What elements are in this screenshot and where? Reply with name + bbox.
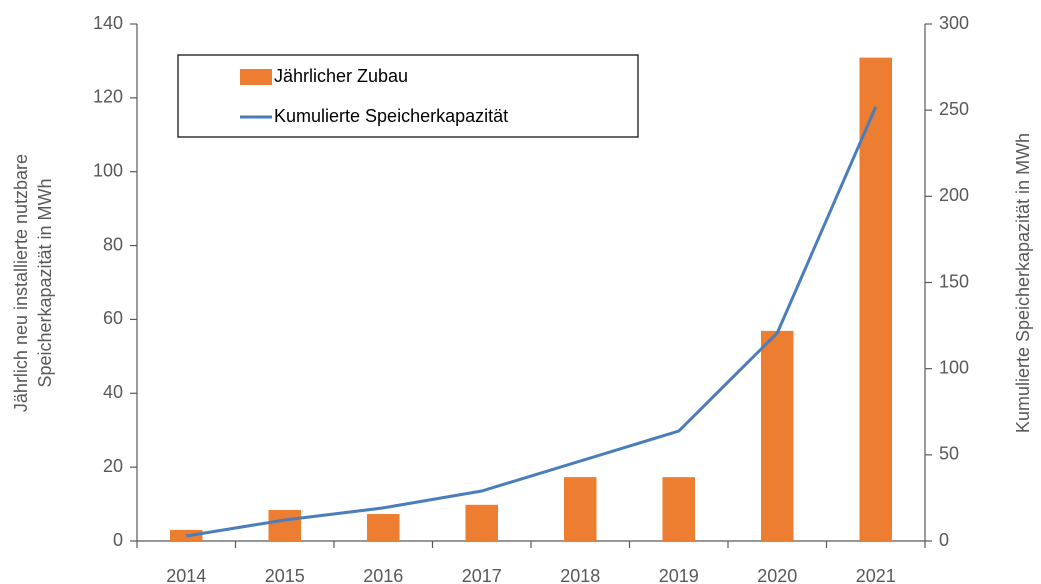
y-axis-label-line: Speicherkapazität in MWh — [35, 178, 55, 387]
bar — [662, 477, 696, 541]
y-tick-label: 0 — [113, 530, 123, 550]
y-tick-label: 120 — [93, 87, 123, 107]
line — [186, 106, 878, 538]
y2-axis-label: Kumulierte Speicherkapazität in MWh — [1013, 133, 1033, 433]
y2-tick-label: 100 — [939, 357, 969, 377]
bar — [859, 57, 893, 541]
x-tick-label: 2021 — [856, 566, 896, 584]
y-tick-label: 100 — [93, 160, 123, 180]
y2-tick-label: 150 — [939, 271, 969, 291]
y2-tick-label: 200 — [939, 185, 969, 205]
y-tick-label: 20 — [103, 456, 123, 476]
bar — [465, 504, 499, 541]
y-axis-label-line: Jährlich neu installierte nutzbare — [11, 154, 31, 412]
y-axis-label: Jährlich neu installierte nutzbare Speic… — [11, 154, 55, 412]
x-tick-label: 2017 — [462, 566, 502, 584]
y-tick-label: 80 — [103, 234, 123, 254]
x-tick-label: 2014 — [166, 566, 206, 584]
y2-tick-label: 300 — [939, 13, 969, 33]
legend-label: Jährlicher Zubau — [274, 66, 408, 86]
bar — [760, 330, 794, 541]
legend-label: Kumulierte Speicherkapazität — [274, 106, 508, 126]
y-tick-label: 40 — [103, 382, 123, 402]
bar — [268, 509, 302, 541]
x-tick-label: 2019 — [659, 566, 699, 584]
x-tick-label: 2020 — [757, 566, 797, 584]
y2-tick-label: 50 — [939, 444, 959, 464]
legend-box — [177, 54, 639, 138]
x-tick-label: 2018 — [560, 566, 600, 584]
bar — [563, 477, 597, 541]
legend-swatch — [240, 69, 272, 85]
legend: Jährlicher Zubau Kumulierte Speicherkapaz… — [177, 54, 639, 138]
y2-tick-label: 250 — [939, 99, 969, 119]
x-tick-label: 2016 — [363, 566, 403, 584]
bar — [366, 514, 400, 541]
y-tick-label: 60 — [103, 308, 123, 328]
y-tick-label: 140 — [93, 13, 123, 33]
x-tick-label: 2015 — [265, 566, 305, 584]
y2-tick-label: 0 — [939, 530, 949, 550]
